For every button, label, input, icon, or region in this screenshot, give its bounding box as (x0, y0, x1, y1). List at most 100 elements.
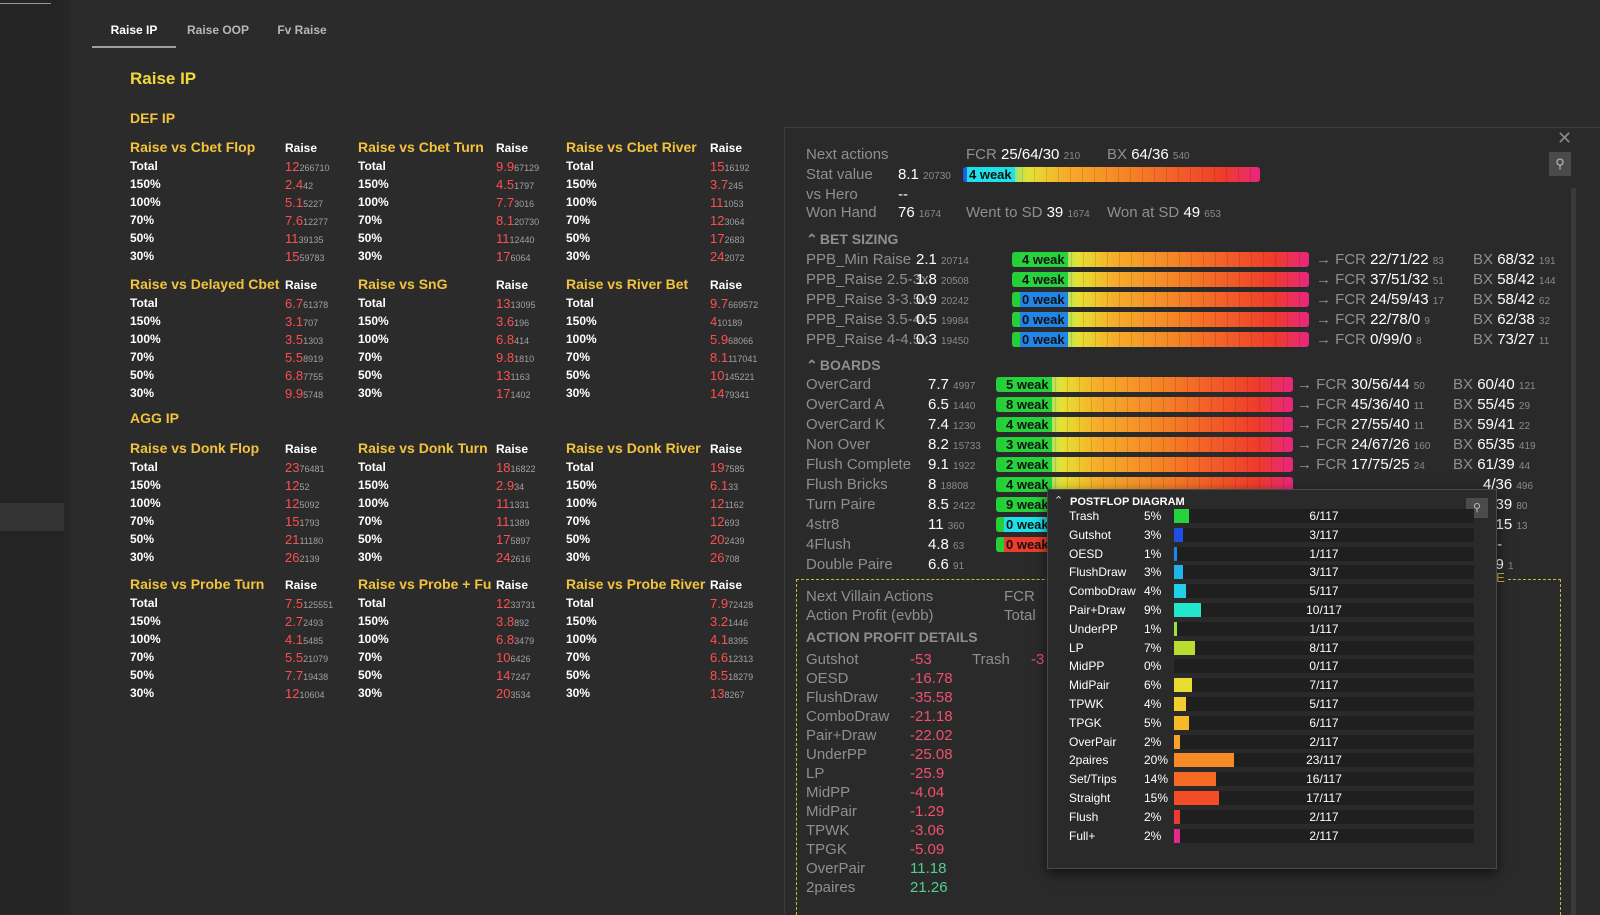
stat-row-value[interactable]: 8.518279 (710, 667, 790, 684)
stat-row-value[interactable]: 111331 (496, 495, 576, 512)
stat-row-value[interactable]: 8.1117041 (710, 349, 790, 366)
stat-row-value[interactable]: 3.51303 (285, 331, 365, 348)
stat-row-value[interactable]: 3.21446 (710, 613, 790, 630)
stat-row-value[interactable]: 1252 (285, 477, 365, 494)
stat-row-value[interactable]: 1313095 (496, 295, 576, 312)
stat-row-value[interactable]: 2.72493 (285, 613, 365, 630)
pin-icon[interactable]: ⚲ (1549, 152, 1571, 176)
stat-value: 5.5 (285, 350, 304, 365)
stat-row-value[interactable]: 3.8892 (496, 613, 576, 630)
bet-sizing-fcr: → FCR 24/59/43 17 (1316, 291, 1444, 308)
stat-row-value[interactable]: 171402 (496, 385, 576, 402)
stat-row-value[interactable]: 2376481 (285, 459, 365, 476)
stat-row-value[interactable]: 4.51797 (496, 176, 576, 193)
stat-row-value[interactable]: 7.5125551 (285, 595, 365, 612)
range-bar: 3 weak (996, 437, 1293, 452)
stat-row-value[interactable]: 151793 (285, 513, 365, 530)
stat-row-value[interactable]: 125092 (285, 495, 365, 512)
bx-count: 44 (1518, 461, 1531, 472)
tab-raise-oop[interactable]: Raise OOP (186, 23, 250, 37)
bet-sizing-header[interactable]: ⌃ BET SIZING (806, 231, 898, 248)
stat-count: 52 (299, 482, 310, 492)
postflop-row-bar (1174, 640, 1195, 655)
stat-row-value[interactable]: 123064 (710, 212, 790, 229)
stat-row-value[interactable]: 2111180 (285, 531, 365, 548)
tab-raise-ip[interactable]: Raise IP (92, 18, 176, 48)
stat-row-value[interactable]: 131163 (496, 367, 576, 384)
stat-row-value[interactable]: 410189 (710, 313, 790, 330)
stat-row-value[interactable]: 8.120730 (496, 212, 576, 229)
stat-row-value[interactable]: 197585 (710, 459, 790, 476)
postflop-row: UnderPP 1% 1/117 (1048, 619, 1498, 638)
stat-row-value[interactable]: 7.972428 (710, 595, 790, 612)
stat-row-value[interactable]: 4.15485 (285, 631, 365, 648)
chevron-up-icon[interactable]: ⌃ (1054, 495, 1064, 507)
stat-row-value[interactable]: 111053 (710, 194, 790, 211)
stat-row-value[interactable]: 7.612277 (285, 212, 365, 229)
stat-row-value[interactable]: 12266710 (285, 158, 365, 175)
action-profit-name: UnderPP (806, 746, 867, 763)
postflop-row-name: Set/Trips (1069, 772, 1117, 787)
stat-row-value[interactable]: 203534 (496, 685, 576, 702)
stat-row-value[interactable]: 10145221 (710, 367, 790, 384)
stat-row-value[interactable]: 6.87755 (285, 367, 365, 384)
stat-row-value[interactable]: 5.968066 (710, 331, 790, 348)
stat-row-value[interactable]: 12693 (710, 513, 790, 530)
stat-row-value[interactable]: 176064 (496, 248, 576, 265)
postflop-row-count: 6/117 (1309, 715, 1339, 730)
stat-row-value[interactable]: 1816822 (496, 459, 576, 476)
stat-row-value[interactable]: 1479341 (710, 385, 790, 402)
stat-row-value[interactable]: 3.6196 (496, 313, 576, 330)
stat-row-value[interactable]: 5.15227 (285, 194, 365, 211)
stat-value: 20 (710, 532, 725, 547)
stat-row-value[interactable]: 175897 (496, 531, 576, 548)
stat-row-value[interactable]: 7.719438 (285, 667, 365, 684)
stat-row-value[interactable]: 3.1707 (285, 313, 365, 330)
stat-row-value[interactable]: 7.73016 (496, 194, 576, 211)
stat-count: 18279 (728, 672, 754, 682)
stat-row-value[interactable]: 4.18395 (710, 631, 790, 648)
boards-header[interactable]: ⌃ BOARDS (806, 357, 881, 374)
stat-row-value[interactable]: 5.521079 (285, 649, 365, 666)
stat-row-value[interactable]: 242616 (496, 549, 576, 566)
stat-row-value[interactable]: 6.612313 (710, 649, 790, 666)
stat-row-value[interactable]: 172683 (710, 230, 790, 247)
bx-count: 121 (1518, 381, 1536, 392)
stat-row-value[interactable]: 3.7245 (710, 176, 790, 193)
stat-row-value[interactable]: 5.58919 (285, 349, 365, 366)
stat-row-value[interactable]: 9.95748 (285, 385, 365, 402)
stat-row-value[interactable]: 1559783 (285, 248, 365, 265)
stat-row-value[interactable]: 121162 (710, 495, 790, 512)
stat-row-value[interactable]: 6.133 (710, 477, 790, 494)
stat-row-value[interactable]: 1112440 (496, 230, 576, 247)
stat-row-value[interactable]: 9.81810 (496, 349, 576, 366)
stat-row-label: 70% (566, 350, 591, 364)
tab-fv-raise[interactable]: Fv Raise (277, 23, 327, 37)
stat-row-value[interactable]: 6.761378 (285, 295, 365, 312)
stat-count: 20730 (514, 217, 540, 227)
stat-row-value[interactable]: 2.442 (285, 176, 365, 193)
stat-row-value[interactable]: 111389 (496, 513, 576, 530)
stat-row-value[interactable]: 9.967129 (496, 158, 576, 175)
stat-row-value[interactable]: 242072 (710, 248, 790, 265)
stat-row-value[interactable]: 147247 (496, 667, 576, 684)
stat-row-value[interactable]: 262139 (285, 549, 365, 566)
stat-row-value[interactable]: 6.8414 (496, 331, 576, 348)
bar-label: 5 weak (1004, 377, 1052, 392)
stat-row-value[interactable]: 1233731 (496, 595, 576, 612)
stat-row-value[interactable]: 1516192 (710, 158, 790, 175)
scrollbar[interactable] (1571, 188, 1576, 915)
stat-row-value[interactable]: 1139135 (285, 230, 365, 247)
stat-row-value[interactable]: 2.934 (496, 477, 576, 494)
stat-row-value[interactable]: 1210604 (285, 685, 365, 702)
range-bar: 0 weak (1012, 312, 1309, 327)
postflop-row-bar (1174, 772, 1216, 787)
close-icon[interactable]: ✕ (1557, 128, 1573, 148)
stat-row-value[interactable]: 138267 (710, 685, 790, 702)
stat-row-value[interactable]: 26708 (710, 549, 790, 566)
stat-row-value[interactable]: 106426 (496, 649, 576, 666)
stat-row-value[interactable]: 6.83479 (496, 631, 576, 648)
stat-row-value[interactable]: 9.7669572 (710, 295, 790, 312)
stat-row-value[interactable]: 202439 (710, 531, 790, 548)
sidebar-selected-item[interactable] (0, 503, 64, 531)
